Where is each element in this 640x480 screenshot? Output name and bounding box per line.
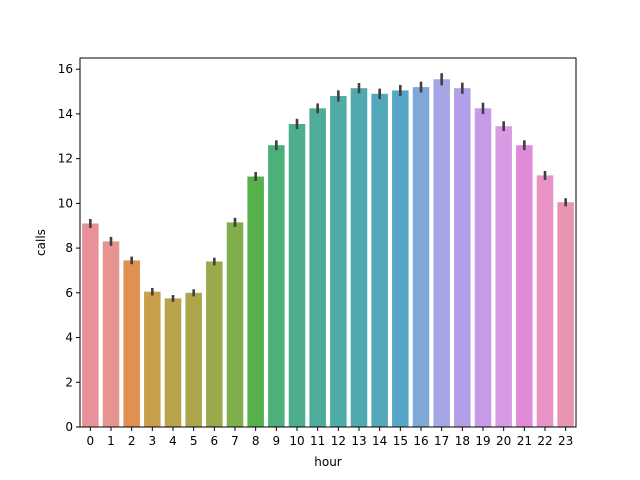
x-tick-label: 20 [496, 434, 511, 448]
bar-hour-15 [392, 90, 409, 428]
x-tick-label: 2 [128, 434, 136, 448]
x-tick-label: 17 [434, 434, 449, 448]
bar-hour-6 [206, 261, 223, 427]
bar-hour-17 [433, 79, 450, 427]
y-tick-label: 14 [58, 107, 73, 121]
bar-hour-23 [557, 202, 574, 427]
y-tick-label: 4 [65, 331, 73, 345]
x-tick-label: 19 [475, 434, 490, 448]
x-tick-label: 8 [252, 434, 260, 448]
bar-hour-19 [474, 108, 492, 427]
plot-frame [79, 57, 577, 428]
x-tick-label: 1 [107, 434, 115, 448]
bar-hour-1 [102, 241, 120, 427]
x-tick-label: 12 [331, 434, 346, 448]
x-tick-label: 14 [372, 434, 387, 448]
y-tick-label: 0 [65, 420, 73, 434]
x-tick-label: 9 [273, 434, 281, 448]
x-tick-label: 6 [211, 434, 219, 448]
y-tick-label: 12 [58, 152, 73, 166]
x-tick-label: 10 [289, 434, 304, 448]
bar-hour-14 [371, 93, 388, 427]
bar-hour-3 [144, 291, 161, 427]
bar-hour-12 [330, 96, 347, 428]
bar-hour-0 [82, 223, 99, 427]
x-axis-label: hour [314, 455, 342, 469]
bars-group [82, 79, 574, 428]
bar-hour-9 [268, 145, 285, 427]
x-tick-label: 16 [413, 434, 428, 448]
bar-hour-18 [454, 88, 471, 427]
y-tick-label: 6 [65, 286, 73, 300]
bar-hour-13 [350, 88, 368, 427]
bar-hour-4 [164, 298, 182, 427]
y-tick-label: 8 [65, 241, 73, 255]
bar-hour-22 [536, 175, 554, 427]
bar-hour-7 [226, 222, 244, 427]
y-axis-label: calls [34, 229, 48, 256]
x-tick-label: 15 [393, 434, 408, 448]
y-tick-label: 16 [58, 62, 73, 76]
x-tick-label: 22 [537, 434, 552, 448]
bar-hour-5 [185, 292, 202, 427]
x-axis: 0 1 2 3 4 5 6 7 8 9 10 11 12 13 14 15 16 17 18 19 20 21 22 23 [87, 427, 573, 448]
x-tick-label: 5 [190, 434, 198, 448]
x-tick-label: 18 [455, 434, 470, 448]
bar-hour-2 [123, 260, 140, 427]
x-tick-label: 0 [87, 434, 95, 448]
bar-hour-21 [516, 145, 533, 427]
bar-hour-8 [247, 176, 264, 427]
x-tick-label: 21 [517, 434, 532, 448]
y-tick-label: 10 [58, 196, 73, 210]
x-tick-label: 4 [169, 434, 177, 448]
error-bars-group [89, 73, 567, 302]
y-axis: 0 2 4 6 8 10 12 14 16 [58, 62, 80, 434]
bar-hour-20 [495, 126, 512, 428]
x-tick-label: 23 [558, 434, 573, 448]
x-tick-label: 13 [351, 434, 366, 448]
bar-hour-16 [412, 87, 430, 427]
x-tick-label: 3 [149, 434, 157, 448]
bar-hour-11 [309, 108, 326, 427]
bar-hour-10 [288, 123, 306, 427]
x-tick-label: 11 [310, 434, 325, 448]
y-tick-label: 2 [65, 375, 73, 389]
x-tick-label: 7 [231, 434, 239, 448]
